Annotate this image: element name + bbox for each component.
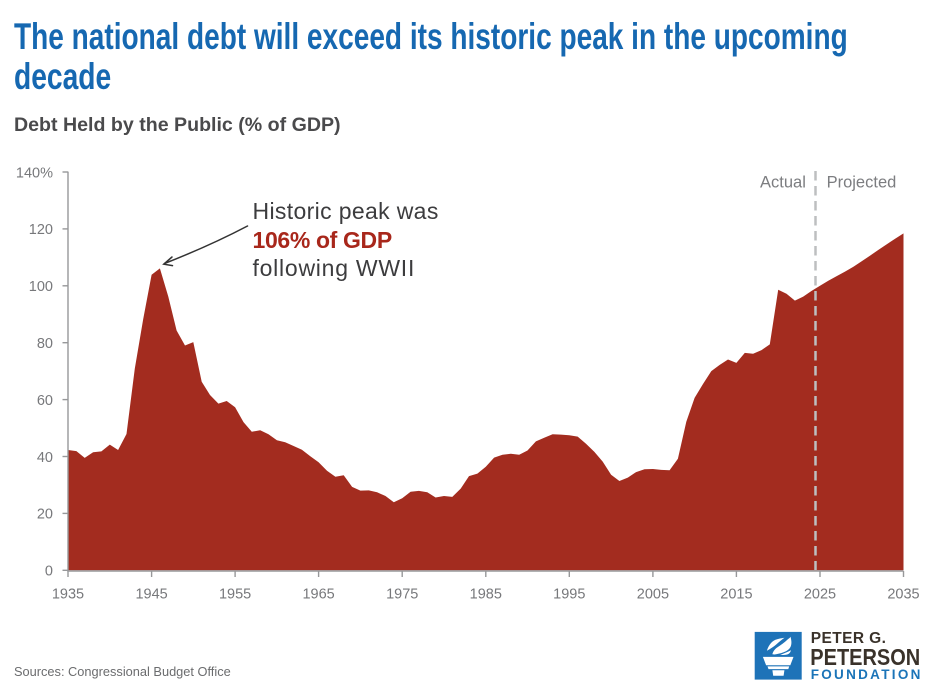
svg-text:120: 120 xyxy=(29,222,53,238)
svg-text:1965: 1965 xyxy=(302,587,334,603)
svg-text:0: 0 xyxy=(45,564,53,580)
svg-text:1995: 1995 xyxy=(553,587,585,603)
svg-text:1955: 1955 xyxy=(219,587,251,603)
svg-text:PETERSON: PETERSON xyxy=(810,643,920,670)
svg-text:2015: 2015 xyxy=(720,587,752,603)
svg-text:60: 60 xyxy=(37,393,53,409)
svg-text:20: 20 xyxy=(37,507,53,523)
svg-text:100: 100 xyxy=(29,279,53,295)
svg-text:40: 40 xyxy=(37,450,53,466)
svg-text:Projected: Projected xyxy=(827,174,897,192)
svg-text:Actual: Actual xyxy=(760,174,806,192)
svg-text:2005: 2005 xyxy=(637,587,669,603)
svg-text:1945: 1945 xyxy=(135,587,167,603)
svg-text:1975: 1975 xyxy=(386,587,418,603)
svg-text:2025: 2025 xyxy=(804,587,836,603)
svg-text:PETER G.: PETER G. xyxy=(811,630,887,647)
svg-text:1935: 1935 xyxy=(52,587,84,603)
svg-text:2035: 2035 xyxy=(887,587,919,603)
svg-text:FOUNDATION: FOUNDATION xyxy=(811,667,923,682)
svg-text:1985: 1985 xyxy=(470,587,502,603)
svg-text:140%: 140% xyxy=(16,165,53,181)
svg-text:80: 80 xyxy=(37,336,53,352)
